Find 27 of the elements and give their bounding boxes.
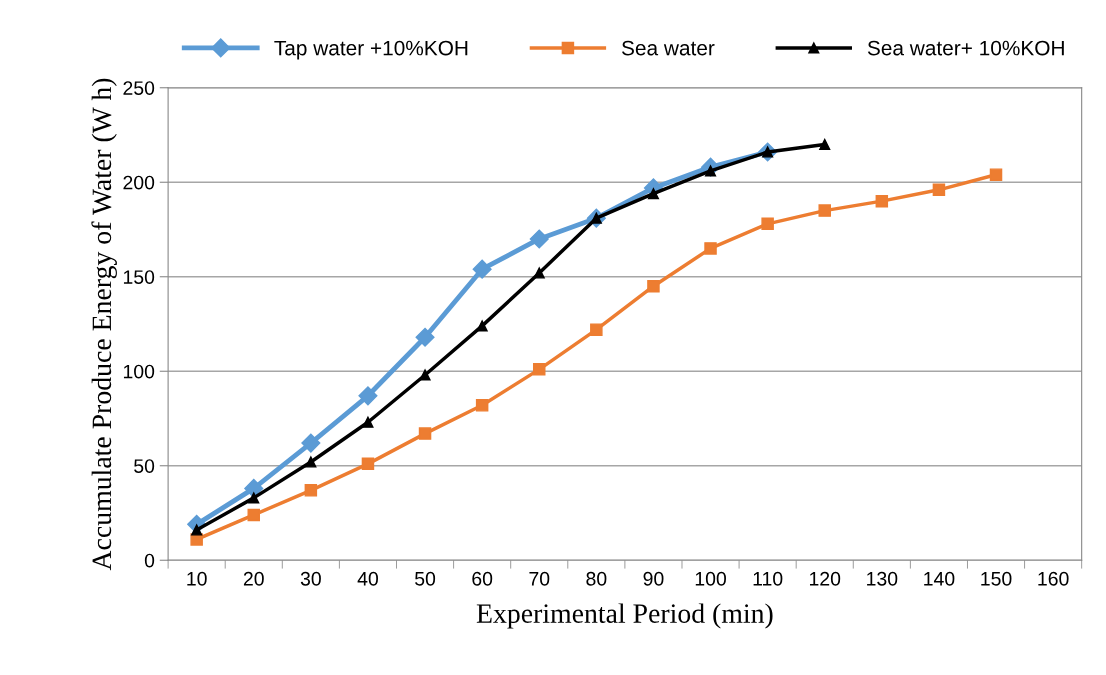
y-tick-label: 100 [123, 364, 155, 379]
legend-label: Sea water [621, 40, 715, 56]
x-tick-label: 70 [529, 571, 550, 586]
legend-label: Tap water +10%KOH [274, 40, 468, 60]
x-tick-label: 150 [981, 571, 1012, 586]
x-tick-label: 90 [643, 571, 664, 586]
x-tick-label: 40 [357, 571, 379, 586]
y-tick-label: 0 [144, 553, 155, 568]
x-axis-title: Experimental Period (min) [476, 603, 773, 629]
x-tick-label: 160 [1038, 571, 1069, 586]
x-tick-label: 120 [809, 571, 841, 586]
legend-label: Sea water+ 10%KOH [867, 40, 1064, 56]
y-tick-label: 50 [134, 459, 155, 473]
x-tick-label: 140 [924, 571, 955, 586]
y-tick-label: 250 [123, 81, 155, 95]
x-tick-label: 10 [187, 571, 207, 586]
x-tick-label: 110 [753, 571, 783, 586]
x-tick-label: 50 [415, 571, 436, 586]
x-tick-label: 80 [586, 571, 607, 586]
x-tick-label: 130 [867, 571, 898, 586]
x-tick-label: 30 [300, 571, 321, 586]
x-tick-label: 60 [472, 571, 493, 586]
x-tick-label: 100 [695, 571, 726, 586]
y-tick-label: 200 [123, 175, 155, 190]
y-axis-title: Accumulate Produce Energy of Water (W h) [91, 78, 117, 571]
x-tick-label: 20 [243, 571, 264, 586]
y-tick-label: 150 [123, 270, 155, 284]
